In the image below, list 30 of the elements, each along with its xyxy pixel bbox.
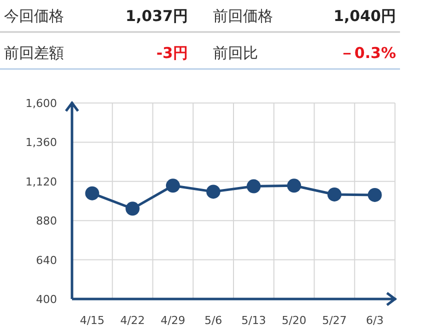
point <box>246 179 261 194</box>
text: 今回価格 <box>4 7 64 25</box>
point <box>287 178 302 193</box>
point <box>206 184 220 199</box>
point <box>126 202 140 216</box>
text: －0.3% <box>339 44 396 62</box>
text: 前回差額 <box>4 44 64 62</box>
y-tick-label: 1,120 <box>26 175 57 188</box>
x-tick-label: 5/13 <box>241 314 266 327</box>
x-tick-label: 4/22 <box>120 314 145 327</box>
x-tick-label: 5/20 <box>282 314 306 327</box>
x-tick-label: 5/6 <box>204 314 222 327</box>
y-tick-label: 640 <box>36 254 57 267</box>
text: -3円 <box>156 44 188 62</box>
y-tick-label: 880 <box>36 214 57 228</box>
x-tick-label: 4/29 <box>160 314 186 327</box>
text: 1,040円 <box>334 7 396 25</box>
y-tick-label: 1,600 <box>26 97 57 110</box>
x-tick-label: 4/15 <box>80 314 105 327</box>
y-tick-label: 1,360 <box>26 136 57 150</box>
text: 前回価格 <box>213 7 273 25</box>
x-tick-label: 5/27 <box>322 314 347 327</box>
text: 前回比 <box>213 44 258 62</box>
y-tick-label: 400 <box>36 293 57 306</box>
point <box>166 178 180 193</box>
x-tick-label: 6/3 <box>366 314 384 327</box>
point <box>85 186 100 200</box>
point <box>327 187 342 202</box>
point <box>368 188 382 202</box>
text: 1,037円 <box>126 7 188 25</box>
